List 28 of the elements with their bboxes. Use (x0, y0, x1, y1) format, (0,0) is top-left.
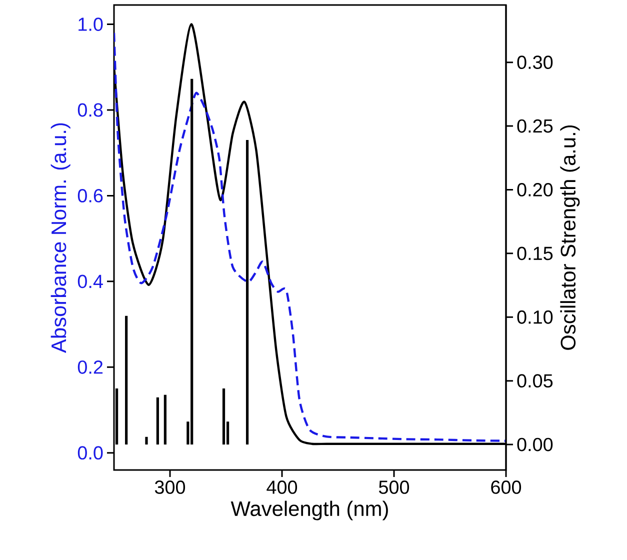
y-tick-label: 0.6 (78, 189, 103, 202)
y2-tick-label: 0.10 (517, 310, 553, 324)
y-tick-label: 0.2 (78, 360, 103, 374)
y2-tick-label: 0.20 (517, 183, 553, 196)
y2-tick-label: 0.00 (517, 438, 553, 452)
x-tick-label: 500 (378, 480, 410, 494)
y-tick-label: 0.0 (78, 446, 103, 460)
bar (190, 78, 194, 445)
bar (125, 316, 128, 445)
bar (222, 388, 226, 445)
y-tick-label: 0.8 (78, 103, 103, 117)
y-tick-label: 0.4 (78, 274, 103, 288)
y-tick-label: 1.0 (78, 18, 103, 31)
y2-tick-label: 0.15 (517, 246, 553, 260)
x-tick-label: 400 (266, 480, 298, 494)
y-axis-title: Absorbance Norm. (a.u.) (50, 123, 70, 353)
y2-axis-title: Oscillator Strength (a.u.) (560, 125, 580, 350)
bar (164, 394, 166, 445)
bar (145, 436, 148, 445)
bar (116, 388, 118, 445)
bar (156, 397, 159, 445)
bar (246, 140, 249, 445)
x-tick-label: 600 (491, 480, 522, 494)
y2-tick-label: 0.05 (517, 374, 553, 388)
x-axis-title: Wavelength (nm) (230, 500, 388, 520)
y2-tick-label: 0.30 (517, 56, 553, 70)
x-tick-label: 300 (154, 480, 186, 494)
y2-tick-label: 0.25 (517, 119, 553, 133)
